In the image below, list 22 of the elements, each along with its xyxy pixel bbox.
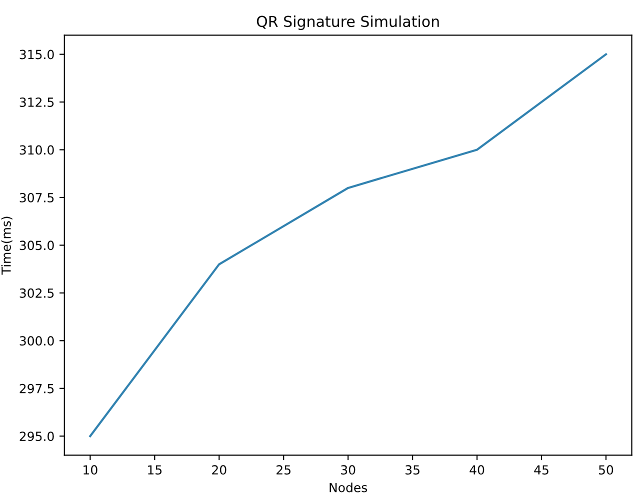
y-tick-label: 312.5 (20, 98, 54, 107)
chart-title: QR Signature Simulation (256, 15, 439, 30)
line-series (89, 53, 608, 438)
y-axis-title: Time(ms) (1, 216, 12, 275)
y-tick-label: 297.5 (20, 384, 54, 394)
x-tick-label: 40 (470, 465, 484, 475)
x-tick-label: 50 (598, 465, 614, 475)
x-tick-label: 25 (276, 465, 290, 475)
y-tick-label: 295.0 (20, 432, 54, 442)
y-tick-label: 302.5 (20, 288, 54, 298)
x-tick-label: 20 (212, 465, 226, 475)
y-tick-label: 310.0 (20, 145, 54, 155)
x-axis-title: Nodes (330, 482, 368, 492)
y-tick-label: 315.0 (20, 50, 54, 60)
y-tick-label: 300.0 (20, 336, 54, 346)
y-tick-label: 307.5 (20, 192, 54, 202)
x-tick-label: 45 (534, 465, 548, 475)
x-tick-label: 10 (84, 465, 98, 475)
x-tick-label: 15 (148, 465, 162, 475)
y-tick-label: 305.0 (20, 240, 54, 250)
x-tick-label: 30 (341, 465, 356, 475)
x-tick-label: 35 (406, 465, 420, 475)
